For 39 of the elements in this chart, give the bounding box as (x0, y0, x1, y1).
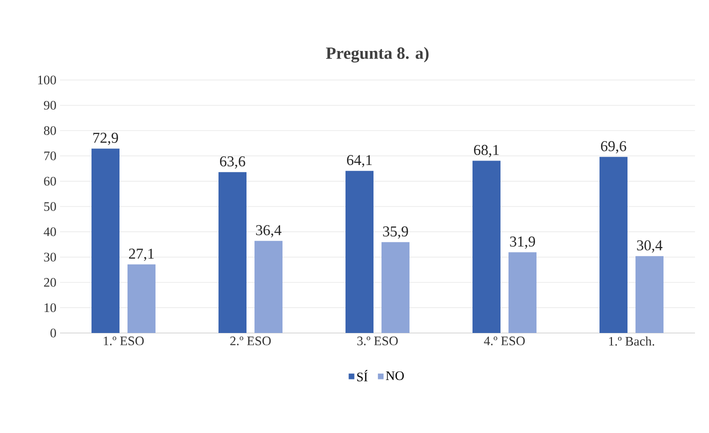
bar (128, 264, 156, 333)
data-label: 69,6 (601, 141, 626, 154)
bar (600, 156, 628, 333)
y-tick-label: 30 (44, 252, 56, 262)
bar (508, 252, 536, 333)
data-label: 36,4 (256, 225, 282, 238)
data-label: 35,9 (383, 226, 408, 239)
y-tick-label: 0 (50, 328, 56, 338)
x-tick-label: 4.º ESO (484, 336, 525, 346)
bar (472, 160, 500, 333)
bar (254, 240, 282, 333)
bar (346, 170, 374, 333)
y-tick-label: 10 (44, 303, 56, 312)
bar (636, 256, 664, 333)
data-label: 72,9 (93, 132, 118, 146)
y-tick-label: 40 (44, 227, 56, 236)
x-tick-label: 1.º ESO (104, 336, 144, 346)
legend-label: NO (386, 371, 404, 380)
y-tick-label: 70 (44, 152, 56, 160)
chart-title: Pregunta 8. a) (326, 46, 429, 62)
bar (92, 148, 120, 333)
bar (382, 242, 410, 333)
bar (218, 172, 246, 333)
x-tick-label: 3.º ESO (357, 336, 398, 346)
y-tick-label: 100 (38, 76, 56, 84)
data-label: 63,6 (220, 156, 246, 169)
y-tick-label: 90 (44, 100, 56, 110)
y-tick-label: 60 (44, 176, 56, 186)
x-tick-label: 1.º Bach. (609, 336, 654, 346)
data-label: 27,1 (129, 248, 154, 261)
y-tick-label: 80 (44, 126, 56, 135)
data-label: 30,4 (637, 240, 662, 253)
legend-label: SÍ (357, 370, 368, 382)
x-tick-label: 2.º ESO (230, 336, 271, 346)
y-tick-label: 50 (44, 202, 56, 211)
y-tick-label: 20 (44, 278, 56, 287)
data-label: 68,1 (474, 144, 499, 158)
data-label: 31,9 (510, 236, 536, 249)
data-label: 64,1 (347, 155, 372, 168)
